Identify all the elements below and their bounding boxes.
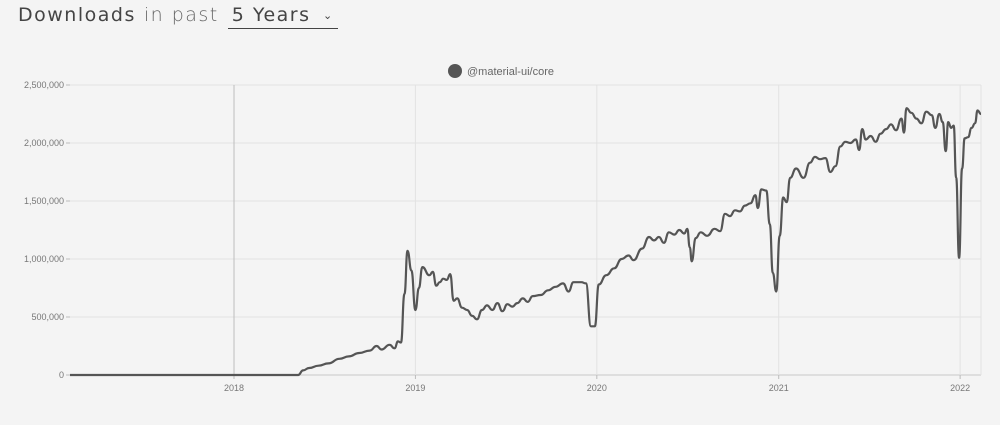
x-tick-label: 2022 — [950, 383, 970, 393]
period-select-value: 5 Years — [231, 4, 311, 26]
x-tick-label: 2021 — [769, 383, 789, 393]
in-past-label: in past — [143, 4, 219, 26]
series-layer — [70, 107, 982, 377]
y-tick-label: 500,000 — [31, 312, 64, 322]
y-tick-label: 2,500,000 — [24, 80, 64, 90]
series-line — [70, 107, 982, 377]
legend-swatch — [448, 64, 462, 78]
y-tick-label: 1,500,000 — [24, 196, 64, 206]
x-tick-label: 2018 — [224, 383, 244, 393]
legend: @material-ui/core — [448, 64, 554, 78]
period-select[interactable]: 5 Years ⌄ — [227, 4, 338, 29]
downloads-header: Downloads in past 5 Years ⌄ — [18, 4, 338, 29]
y-tick-label: 1,000,000 — [24, 254, 64, 264]
x-tick-layer: 2018 2019 2020 2021 2022 — [224, 375, 970, 393]
y-tick-label: 2,000,000 — [24, 138, 64, 148]
grid-layer — [70, 84, 982, 376]
downloads-title: Downloads — [18, 4, 136, 26]
y-tick-label: 0 — [59, 370, 64, 380]
x-tick-label: 2020 — [587, 383, 607, 393]
x-tick-label: 2019 — [405, 383, 425, 393]
y-tick-layer: 0 500,000 1,000,000 1,500,000 2,000,000 2,500… — [24, 80, 70, 380]
legend-label: @material-ui/core — [467, 66, 554, 78]
chevron-down-icon: ⌄ — [323, 8, 334, 22]
